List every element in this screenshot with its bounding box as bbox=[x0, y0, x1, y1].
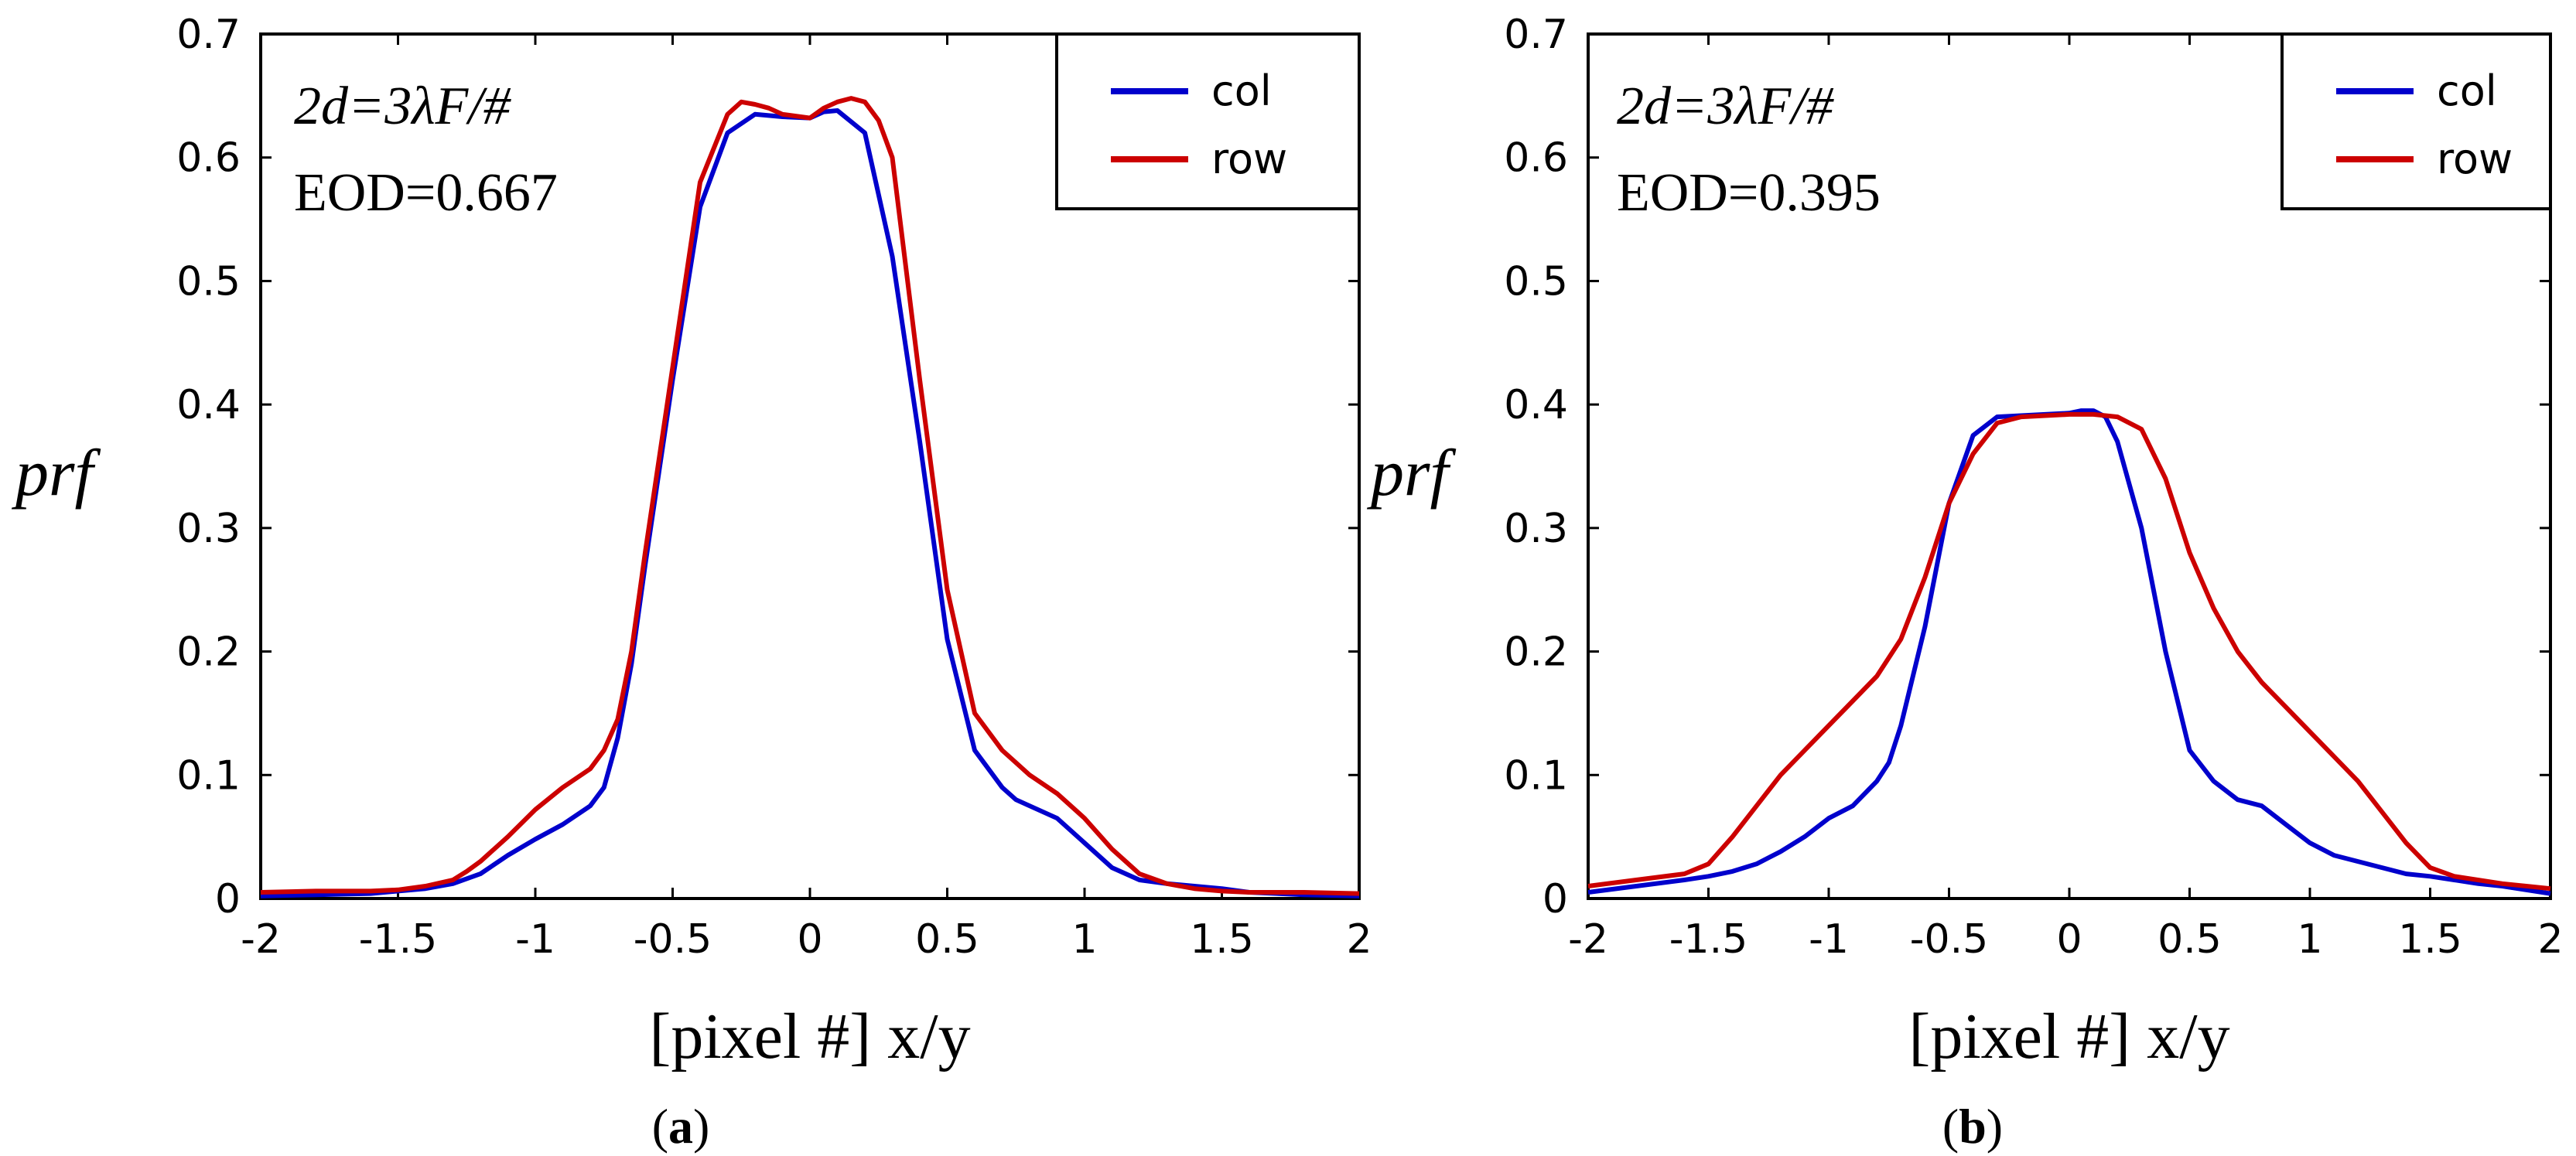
panel-a-xtick-label: 0 bbox=[797, 916, 822, 963]
panel-a-series bbox=[260, 96, 1360, 899]
panel-b-ytick-label: 0.1 bbox=[1504, 752, 1568, 799]
panel-b-ytick-label: 0.3 bbox=[1504, 506, 1568, 552]
panel-a-letter: a bbox=[668, 1099, 693, 1154]
panel-a: -2 -1.5 -1 -0.5 0 0.5 1 1.5 2 0 0.1 0.2 0.3 0.4 0.5 0.6… bbox=[11, 12, 1372, 1154]
panel-a-xtick-label: 1 bbox=[1071, 916, 1097, 963]
panel-b-xtick-label: -1 bbox=[1809, 916, 1849, 963]
panel-a-legend-label-col: col bbox=[1211, 66, 1272, 115]
panel-b-label: (b) bbox=[1942, 1099, 2003, 1154]
panel-a-ytick-label: 0.5 bbox=[176, 258, 241, 305]
panel-a-legend-label-row: row bbox=[1211, 135, 1287, 183]
panel-a-label: (a) bbox=[652, 1099, 710, 1154]
panel-a-ytick-label: 0.4 bbox=[176, 382, 241, 428]
panel-b-xtick-label: -0.5 bbox=[1910, 916, 1988, 963]
panel-b-legend: col row bbox=[2280, 32, 2552, 210]
panel-a-ticks: -2 -1.5 -1 -0.5 0 0.5 1 1.5 2 0 0.1 0.2 0.3 0.4 0.5 0.6… bbox=[176, 12, 1372, 963]
panel-b-annotation-line2: EOD=0.395 bbox=[1617, 163, 1881, 223]
panel-b-legend-box bbox=[2280, 32, 2552, 210]
panel-a-xtick-label: -2 bbox=[241, 916, 281, 963]
panel-b-xtick-label: 0.5 bbox=[2157, 916, 2222, 963]
panel-a-legend-box bbox=[1055, 32, 1361, 210]
panel-a-ytick-label: 0.7 bbox=[176, 12, 241, 58]
panel-b-series-col bbox=[1587, 408, 2551, 896]
panel-a-legend: col row bbox=[1055, 32, 1361, 210]
panel-a-series-col bbox=[260, 108, 1360, 899]
panel-b-legend-label-row: row bbox=[2437, 135, 2513, 183]
panel-b-series bbox=[1587, 408, 2551, 896]
panel-a-ytick-label: 0 bbox=[215, 876, 241, 922]
panel-a-xtick-label: -0.5 bbox=[634, 916, 712, 963]
panel-b-xtick-label: 0 bbox=[2056, 916, 2082, 963]
panel-b-series-row bbox=[1587, 411, 2551, 892]
panel-a-xtick-label: 0.5 bbox=[915, 916, 979, 963]
panel-b-legend-label-col: col bbox=[2437, 66, 2497, 115]
panel-a-ytick-label: 0.2 bbox=[176, 629, 241, 676]
panel-a-series-row bbox=[260, 96, 1360, 896]
panel-a-xtick-label: -1.5 bbox=[359, 916, 437, 963]
panel-a-xtick-label: -1 bbox=[515, 916, 555, 963]
panel-b-ytick-label: 0.7 bbox=[1504, 12, 1568, 58]
panel-b-x-axis-label: [pixel #] x/y bbox=[1908, 1001, 2229, 1072]
panel-a-xtick-label: 1.5 bbox=[1190, 916, 1254, 963]
panel-a-xtick-label: 2 bbox=[1346, 916, 1372, 963]
panel-a-x-axis-label: [pixel #] x/y bbox=[649, 1001, 970, 1072]
panel-a-ytick-label: 0.3 bbox=[176, 506, 241, 552]
panel-b-xtick-label: 1 bbox=[2297, 916, 2322, 963]
panel-a-ytick-label: 0.1 bbox=[176, 752, 241, 799]
panel-b-ytick-label: 0.4 bbox=[1504, 382, 1568, 428]
panel-b-xtick-label: 1.5 bbox=[2398, 916, 2462, 963]
panel-a-annotation-line2: EOD=0.667 bbox=[294, 163, 558, 223]
panel-b-annotation-line1: 2d=3λF/# bbox=[1617, 77, 1835, 136]
panel-b-xtick-label: -2 bbox=[1568, 916, 1608, 963]
panel-a-annotation-line1: 2d=3λF/# bbox=[294, 77, 512, 136]
panel-a-ytick-label: 0.6 bbox=[176, 135, 241, 182]
panel-b-ytick-label: 0.6 bbox=[1504, 135, 1568, 182]
panel-b-ytick-label: 0.5 bbox=[1504, 258, 1568, 305]
panel-b-y-axis-label: prf bbox=[1366, 435, 1456, 510]
panel-b-xtick-label: 2 bbox=[2537, 916, 2563, 963]
panel-b-ytick-label: 0.2 bbox=[1504, 629, 1568, 676]
panel-b-ytick-label: 0 bbox=[1543, 876, 1568, 922]
panel-b: -2 -1.5 -1 -0.5 0 0.5 1 1.5 2 0 0.1 0.2 0.3 0.4 0.5 0.6… bbox=[1366, 12, 2564, 1154]
panel-b-ticks: -2 -1.5 -1 -0.5 0 0.5 1 1.5 2 0 0.1 0.2 0.3 0.4 0.5 0.6… bbox=[1504, 12, 2563, 963]
panel-b-xtick-label: -1.5 bbox=[1669, 916, 1748, 963]
panel-a-y-axis-label: prf bbox=[11, 435, 101, 510]
panel-b-letter: b bbox=[1959, 1099, 1987, 1154]
